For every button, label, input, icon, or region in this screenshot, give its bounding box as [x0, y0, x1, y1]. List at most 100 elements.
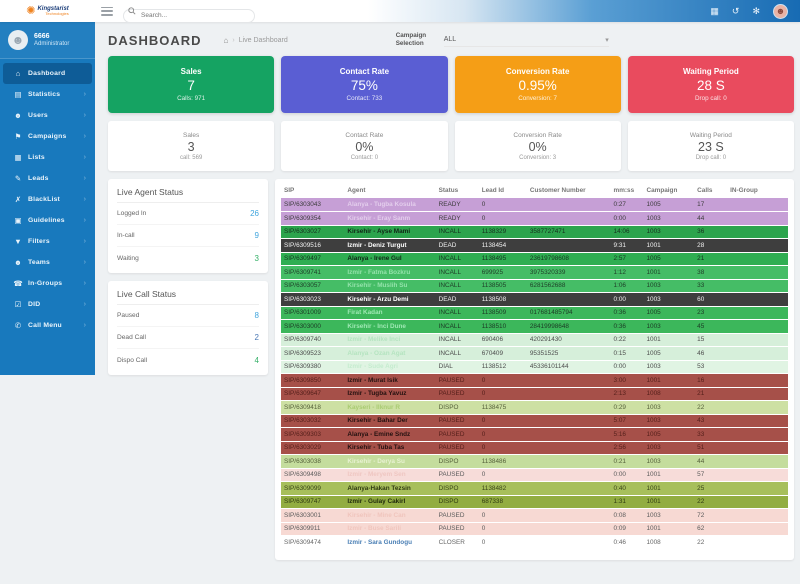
campaign-cell: 1003	[643, 225, 695, 239]
summary-card-subtitle: Conversion: 3	[519, 154, 557, 161]
status-cell: DIAL	[435, 360, 479, 374]
sidebar-item-blacklist[interactable]: ✗ BlackList ›	[3, 189, 92, 210]
menu-toggle-icon[interactable]	[101, 6, 113, 16]
home-icon[interactable]: ⌂	[223, 35, 229, 45]
sip-cell: SIP/6309911	[281, 522, 345, 536]
status-cell: DISPO	[435, 495, 479, 509]
search-input[interactable]	[123, 8, 255, 23]
campaign-cell: 1005	[643, 346, 695, 361]
agent-cell: Izmir - Meryem Sen	[344, 468, 436, 482]
agent-cell: Alanya - Tugba Kosula	[344, 198, 436, 212]
calls-cell: 53	[694, 360, 728, 374]
chevron-right-icon: ›	[83, 322, 86, 329]
agent-cell: Izmir - Buse Sarili	[344, 522, 436, 536]
in-group-cell	[727, 441, 788, 455]
status-row-logged-in: Logged In 26	[117, 203, 259, 225]
stat-card-subtitle: Conversion: 7	[518, 95, 558, 102]
campaign-cell: 1008	[643, 535, 695, 550]
table-row: SIP/6309523 Alanya - Ozan Agat INCALL 67040…	[281, 346, 788, 361]
settings-icon[interactable]: ✻	[752, 5, 760, 16]
in-group-cell	[727, 333, 788, 347]
status-cell: CLOSER	[435, 535, 479, 550]
sidebar-item-in-groups[interactable]: ☎ In-Groups ›	[3, 273, 92, 294]
campaign-cell: 1001	[643, 265, 695, 280]
calls-cell: 38	[694, 265, 728, 280]
sidebar-item-label: Campaigns	[28, 133, 67, 140]
sidebar-item-lists[interactable]: ▦ Lists ›	[3, 147, 92, 168]
campaign-cell: 1003	[643, 319, 695, 334]
time-cell: 1:12	[610, 265, 644, 280]
history-icon[interactable]: ↺	[731, 5, 740, 16]
leads-icon: ✎	[14, 174, 22, 183]
stat-card-conversion-rate: Conversion Rate 0.95% Conversion: 7	[454, 56, 621, 113]
customer-number-cell: 3587727471	[526, 225, 611, 239]
chevron-right-icon: ›	[83, 175, 86, 182]
status-cell: PAUSED	[435, 522, 479, 536]
in-group-cell	[727, 238, 788, 253]
calls-cell: 33	[694, 279, 728, 293]
lead-id-cell: 0	[478, 441, 527, 455]
sidebar-item-filters[interactable]: ▼ Filters ›	[3, 231, 92, 252]
profile-avatar[interactable]: ☻	[773, 3, 788, 19]
calls-cell: 60	[694, 292, 728, 307]
table-row: SIP/6309303 Alanya - Emine Sndz PAUSED 0 5:1…	[281, 427, 788, 442]
call-status-rows: Paused 8 Dead Call 2 Dispo Call 4	[117, 305, 259, 371]
calls-cell: 45	[694, 319, 728, 334]
sidebar-item-guidelines[interactable]: ▣ Guidelines ›	[3, 210, 92, 231]
campaign-selection-label: Campaign Selection	[395, 32, 427, 47]
sidebar-item-call-menu[interactable]: ✆ Call Menu ›	[3, 315, 92, 336]
in-group-cell	[727, 535, 788, 550]
in-group-cell	[727, 454, 788, 469]
summary-card-title: Waiting Period	[689, 131, 732, 139]
chevron-right-icon: ›	[83, 217, 86, 224]
sip-cell: SIP/6309354	[281, 211, 345, 226]
sidebar-item-statistics[interactable]: ▤ Statistics ›	[3, 84, 92, 105]
lead-id-cell: 0	[478, 211, 527, 226]
table-row: SIP/6309380 Izmir - Sude Agri DIAL 1138512 4…	[281, 360, 788, 374]
agent-cell: Kirsehir - Mine Can	[344, 508, 436, 523]
campaigns-icon: ⚑	[14, 132, 22, 141]
summary-card-title: Contact Rate	[345, 131, 384, 139]
campaign-select[interactable]: ALL ▾	[443, 33, 609, 47]
time-cell: 2:56	[610, 441, 644, 455]
in-group-cell	[727, 211, 788, 226]
breadcrumb: ⌂ › Live Dashboard	[224, 36, 288, 45]
customer-number-cell	[526, 481, 611, 496]
table-row: SIP/6303038 Kirsehir - Derya Su DISPO 11384…	[281, 454, 788, 469]
sip-cell: SIP/6303029	[281, 441, 345, 455]
user-avatar[interactable]: ☻	[8, 30, 28, 50]
agent-cell: Izmir - Sude Agri	[344, 360, 436, 374]
sip-cell: SIP/6309647	[281, 387, 345, 401]
sidebar-item-leads[interactable]: ✎ Leads ›	[3, 168, 92, 189]
in-group-cell	[727, 360, 788, 374]
agent-cell: Kirsehir - Bahar Der	[344, 414, 436, 428]
column-header-status: Status	[438, 187, 459, 194]
sip-cell: SIP/6303038	[281, 454, 345, 469]
table-row: SIP/6309747 Izmir - Gulay Cakirl DISPO 6873…	[281, 495, 788, 509]
customer-number-cell: 45336101144	[526, 360, 611, 374]
lists-icon: ▦	[14, 153, 22, 162]
agent-cell: Izmir - Tugba Yavuz	[344, 387, 436, 401]
sidebar-item-campaigns[interactable]: ⚑ Campaigns ›	[3, 126, 92, 147]
campaign-cell: 1003	[643, 279, 695, 293]
calls-cell: 28	[694, 238, 728, 253]
column-header-campaign: Campaign	[646, 187, 678, 194]
customer-number-cell: 3975320339	[526, 265, 611, 280]
table-row: SIP/6309741 Izmir - Fatma Bozkru INCALL 699…	[281, 265, 788, 280]
chevron-right-icon: ›	[83, 238, 86, 245]
sidebar-item-users[interactable]: ☻ Users ›	[3, 105, 92, 126]
status-cell: INCALL	[435, 279, 479, 293]
keyboard-icon[interactable]: ▦	[710, 5, 719, 16]
stat-card-value: 7	[187, 78, 195, 93]
sidebar-item-label: DID	[28, 301, 41, 308]
sidebar-item-teams[interactable]: ☻ Teams ›	[3, 252, 92, 273]
in-group-cell	[727, 306, 788, 320]
customer-number-cell	[526, 454, 611, 469]
teams-icon: ☻	[14, 258, 22, 267]
agent-cell: Kayseri - Ilknur R	[344, 400, 436, 415]
lead-id-cell: 0	[478, 427, 527, 442]
sidebar-item-did[interactable]: ☑ DID ›	[3, 294, 92, 315]
user-role: Administrator	[34, 40, 70, 47]
campaign-cell: 1005	[643, 198, 695, 212]
sidebar-item-dashboard[interactable]: ⌂ Dashboard	[3, 63, 92, 84]
